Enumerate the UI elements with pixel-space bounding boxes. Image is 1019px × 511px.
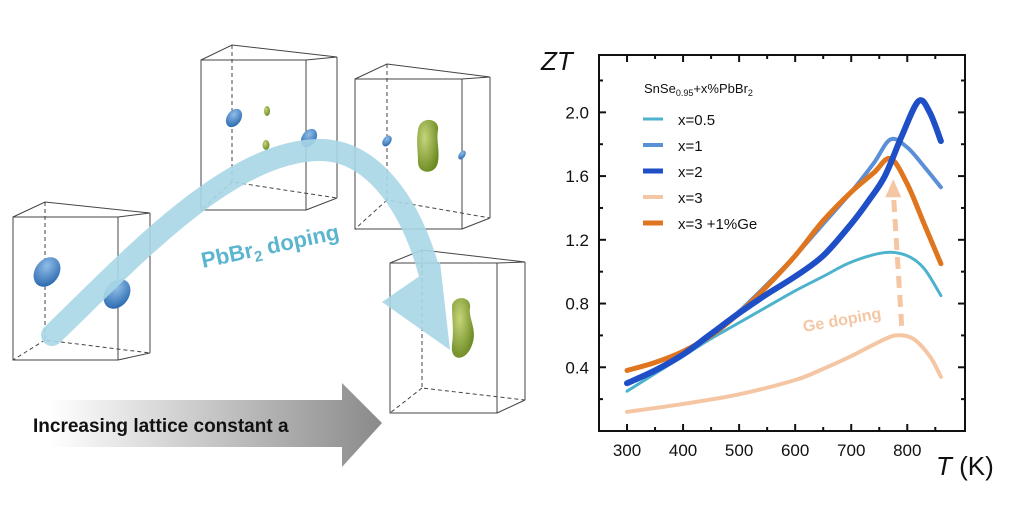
ge-doping-arrow-shaft [890, 191, 905, 327]
y-tick-label: 2.0 [565, 103, 589, 122]
lattice-constant-arrow: Increasing lattice constant a [33, 383, 382, 467]
blue-lobe [225, 108, 243, 128]
x-axis-label: T (K) [936, 451, 994, 481]
x-tick-label: 800 [893, 441, 921, 460]
series-line-x-0-5 [625, 250, 943, 393]
green-lobe [262, 140, 270, 150]
green-lobe [417, 119, 439, 172]
blue-lobe [458, 150, 466, 160]
y-tick-label: 0.8 [565, 295, 589, 314]
doping-label: PbBr2 doping [199, 219, 342, 277]
plot-frame [598, 54, 966, 432]
series-line-x-2 [624, 97, 944, 387]
unit-cell-box-1 [12, 201, 151, 361]
series-line-x-1 [625, 136, 943, 386]
blue-lobe [382, 135, 392, 147]
legend-label: x=3 [678, 190, 703, 207]
blue-lobe [33, 257, 61, 287]
y-tick-label: 1.2 [565, 231, 589, 250]
x-tick-label: 300 [613, 441, 641, 460]
lattice-arrow-label: Increasing lattice constant a [33, 416, 289, 437]
legend-label: x=2 [678, 164, 703, 181]
y-tick-label: 0.4 [565, 358, 589, 377]
x-tick-label: 700 [837, 441, 865, 460]
legend-label: x=3 +1%Ge [678, 216, 757, 233]
ge-doping-annotation: Ge doping [802, 305, 883, 335]
ge-doping-arrow-head [885, 179, 902, 198]
legend-title: SnSe0.95+x%PbBr2 [644, 81, 753, 98]
y-tick-label: 1.6 [565, 167, 589, 186]
series-line-x-3 [625, 333, 943, 414]
legend-label: x=1 [678, 138, 703, 155]
zt-chart: 300 400 500 600 700 800 0.4 0.8 1.2 1.6 2.0 ZT T (… [540, 46, 994, 481]
green-lobe [451, 298, 474, 358]
x-tick-label: 500 [725, 441, 753, 460]
x-tick-label: 600 [781, 441, 809, 460]
y-axis-label: ZT [540, 46, 575, 76]
green-lobe [264, 106, 270, 116]
legend-label: x=0.5 [678, 112, 715, 129]
x-tick-label: 400 [669, 441, 697, 460]
